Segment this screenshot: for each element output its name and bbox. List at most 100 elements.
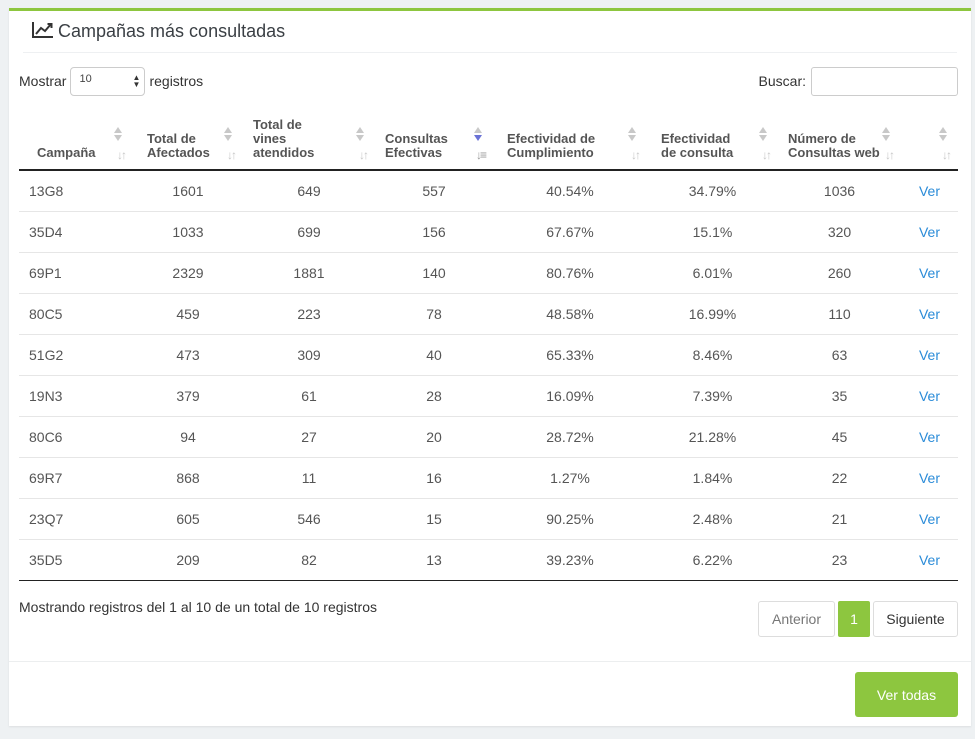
pagination-page-1[interactable]: 1: [838, 601, 870, 637]
view-link[interactable]: Ver: [918, 223, 940, 240]
pagination-previous[interactable]: Anterior: [758, 601, 835, 637]
table-row: 13G8 1601 649 557 40.54% 34.79% 1036 Ver: [19, 170, 958, 212]
table-row: 80C6 94 27 20 28.72% 21.28% 45 Ver: [19, 416, 958, 458]
table-cell: 16: [375, 457, 493, 499]
sort-icon: ↓↑: [936, 127, 952, 161]
table-cell: 546: [243, 498, 375, 540]
table-cell: 19N3: [19, 375, 133, 417]
view-link[interactable]: Ver: [918, 264, 940, 281]
view-all-button[interactable]: Ver todas: [855, 672, 958, 717]
view-link[interactable]: Ver: [918, 469, 940, 486]
table-cell: 15.1%: [647, 211, 778, 253]
campaigns-table: Campaña ↓↑ Total de Afectados ↓↑ Total de …: [19, 112, 958, 581]
table-cell: 61: [243, 375, 375, 417]
table-cell: 699: [243, 211, 375, 253]
table-cell: 80C5: [19, 293, 133, 335]
search-label: Buscar:: [758, 73, 806, 89]
col-total-afectados[interactable]: Total de Afectados ↓↑: [133, 112, 243, 171]
sort-icon: ↓↑: [879, 127, 895, 161]
table-cell: 45: [778, 416, 901, 458]
table-cell: 27: [243, 416, 375, 458]
table-cell: 320: [778, 211, 901, 253]
table-cell: 63: [778, 334, 901, 376]
table-cell: 557: [375, 170, 493, 212]
table-body: 13G8 1601 649 557 40.54% 34.79% 1036 Ver 35D4 103…: [19, 170, 958, 581]
table-row: 80C5 459 223 78 48.58% 16.99% 110 Ver: [19, 293, 958, 335]
table-cell: 1601: [133, 170, 243, 212]
table-cell: 80C6: [19, 416, 133, 458]
table-cell: 23: [778, 539, 901, 581]
view-link[interactable]: Ver: [918, 387, 940, 404]
view-link[interactable]: Ver: [918, 305, 940, 322]
page-length-value: 10: [79, 72, 92, 85]
col-total-vines[interactable]: Total de vines atendidos ↓↑: [243, 112, 375, 171]
campaigns-panel: Campañas más consultadas Mostrar 10 ▲ ▼ r…: [9, 8, 971, 726]
row-action-cell: Ver: [901, 375, 958, 417]
view-link[interactable]: Ver: [918, 346, 940, 363]
table-cell: 605: [133, 498, 243, 540]
table-cell: 65.33%: [493, 334, 647, 376]
row-action-cell: Ver: [901, 498, 958, 540]
length-prefix: Mostrar: [19, 73, 67, 89]
header-divider: [23, 52, 957, 53]
sort-icon: ↓↑: [625, 127, 641, 161]
table-cell: 1033: [133, 211, 243, 253]
col-consultas-web[interactable]: Número de Consultas web ↓↑: [778, 112, 901, 171]
table-cell: 78: [375, 293, 493, 335]
table-cell: 16.99%: [647, 293, 778, 335]
sort-icon: ↓↑: [221, 127, 237, 161]
table-cell: 69R7: [19, 457, 133, 499]
col-campana[interactable]: Campaña ↓↑: [19, 112, 133, 171]
table-cell: 459: [133, 293, 243, 335]
sort-icon: ↓↑: [353, 127, 369, 161]
col-actions[interactable]: ↓↑: [901, 112, 958, 171]
view-link[interactable]: Ver: [918, 428, 940, 445]
view-link[interactable]: Ver: [918, 551, 940, 568]
line-chart-icon: [32, 22, 53, 38]
pagination-next[interactable]: Siguiente: [873, 601, 958, 637]
view-link[interactable]: Ver: [918, 510, 940, 527]
table-cell: 34.79%: [647, 170, 778, 212]
col-efectividad-consulta[interactable]: Efectividad de consulta ↓↑: [647, 112, 778, 171]
table-cell: 13: [375, 539, 493, 581]
table-cell: 1.27%: [493, 457, 647, 499]
table-cell: 6.01%: [647, 252, 778, 294]
table-cell: 82: [243, 539, 375, 581]
table-cell: 16.09%: [493, 375, 647, 417]
row-action-cell: Ver: [901, 252, 958, 294]
page-length-control: Mostrar 10 ▲ ▼ registros: [19, 66, 203, 96]
table-row: 23Q7 605 546 15 90.25% 2.48% 21 Ver: [19, 498, 958, 540]
col-efectividad-cumplimiento[interactable]: Efectividad de Cumplimiento ↓↑: [493, 112, 647, 171]
table-cell: 80.76%: [493, 252, 647, 294]
table-cell: 140: [375, 252, 493, 294]
table-cell: 28.72%: [493, 416, 647, 458]
table-row: 51G2 473 309 40 65.33% 8.46% 63 Ver: [19, 334, 958, 376]
sort-icon: ↓↑: [111, 127, 127, 161]
page-length-select[interactable]: 10 ▲ ▼: [70, 66, 146, 96]
table-row: 69R7 868 11 16 1.27% 1.84% 22 Ver: [19, 457, 958, 499]
table-cell: 379: [133, 375, 243, 417]
table-row: 69P1 2329 1881 140 80.76% 6.01% 260 Ver: [19, 252, 958, 294]
table-cell: 868: [133, 457, 243, 499]
length-suffix: registros: [149, 73, 204, 89]
sort-desc-icon: ↓≡: [471, 127, 487, 161]
table-cell: 156: [375, 211, 493, 253]
search-control: Buscar:: [759, 66, 958, 96]
table-cell: 21.28%: [647, 416, 778, 458]
row-action-cell: Ver: [901, 539, 958, 581]
table-cell: 67.67%: [493, 211, 647, 253]
table-cell: 260: [778, 252, 901, 294]
panel-header: Campañas más consultadas: [9, 11, 971, 53]
row-action-cell: Ver: [901, 416, 958, 458]
table-cell: 35: [778, 375, 901, 417]
table-cell: 35D5: [19, 539, 133, 581]
table-cell: 22: [778, 457, 901, 499]
table-cell: 223: [243, 293, 375, 335]
search-input[interactable]: [811, 66, 958, 96]
table-cell: 2329: [133, 252, 243, 294]
view-link[interactable]: Ver: [918, 182, 940, 199]
table-cell: 2.48%: [647, 498, 778, 540]
footer-divider: [9, 661, 971, 662]
col-consultas-efectivas[interactable]: Consultas Efectivas ↓≡: [375, 112, 493, 171]
table-row: 35D4 1033 699 156 67.67% 15.1% 320 Ver: [19, 211, 958, 253]
